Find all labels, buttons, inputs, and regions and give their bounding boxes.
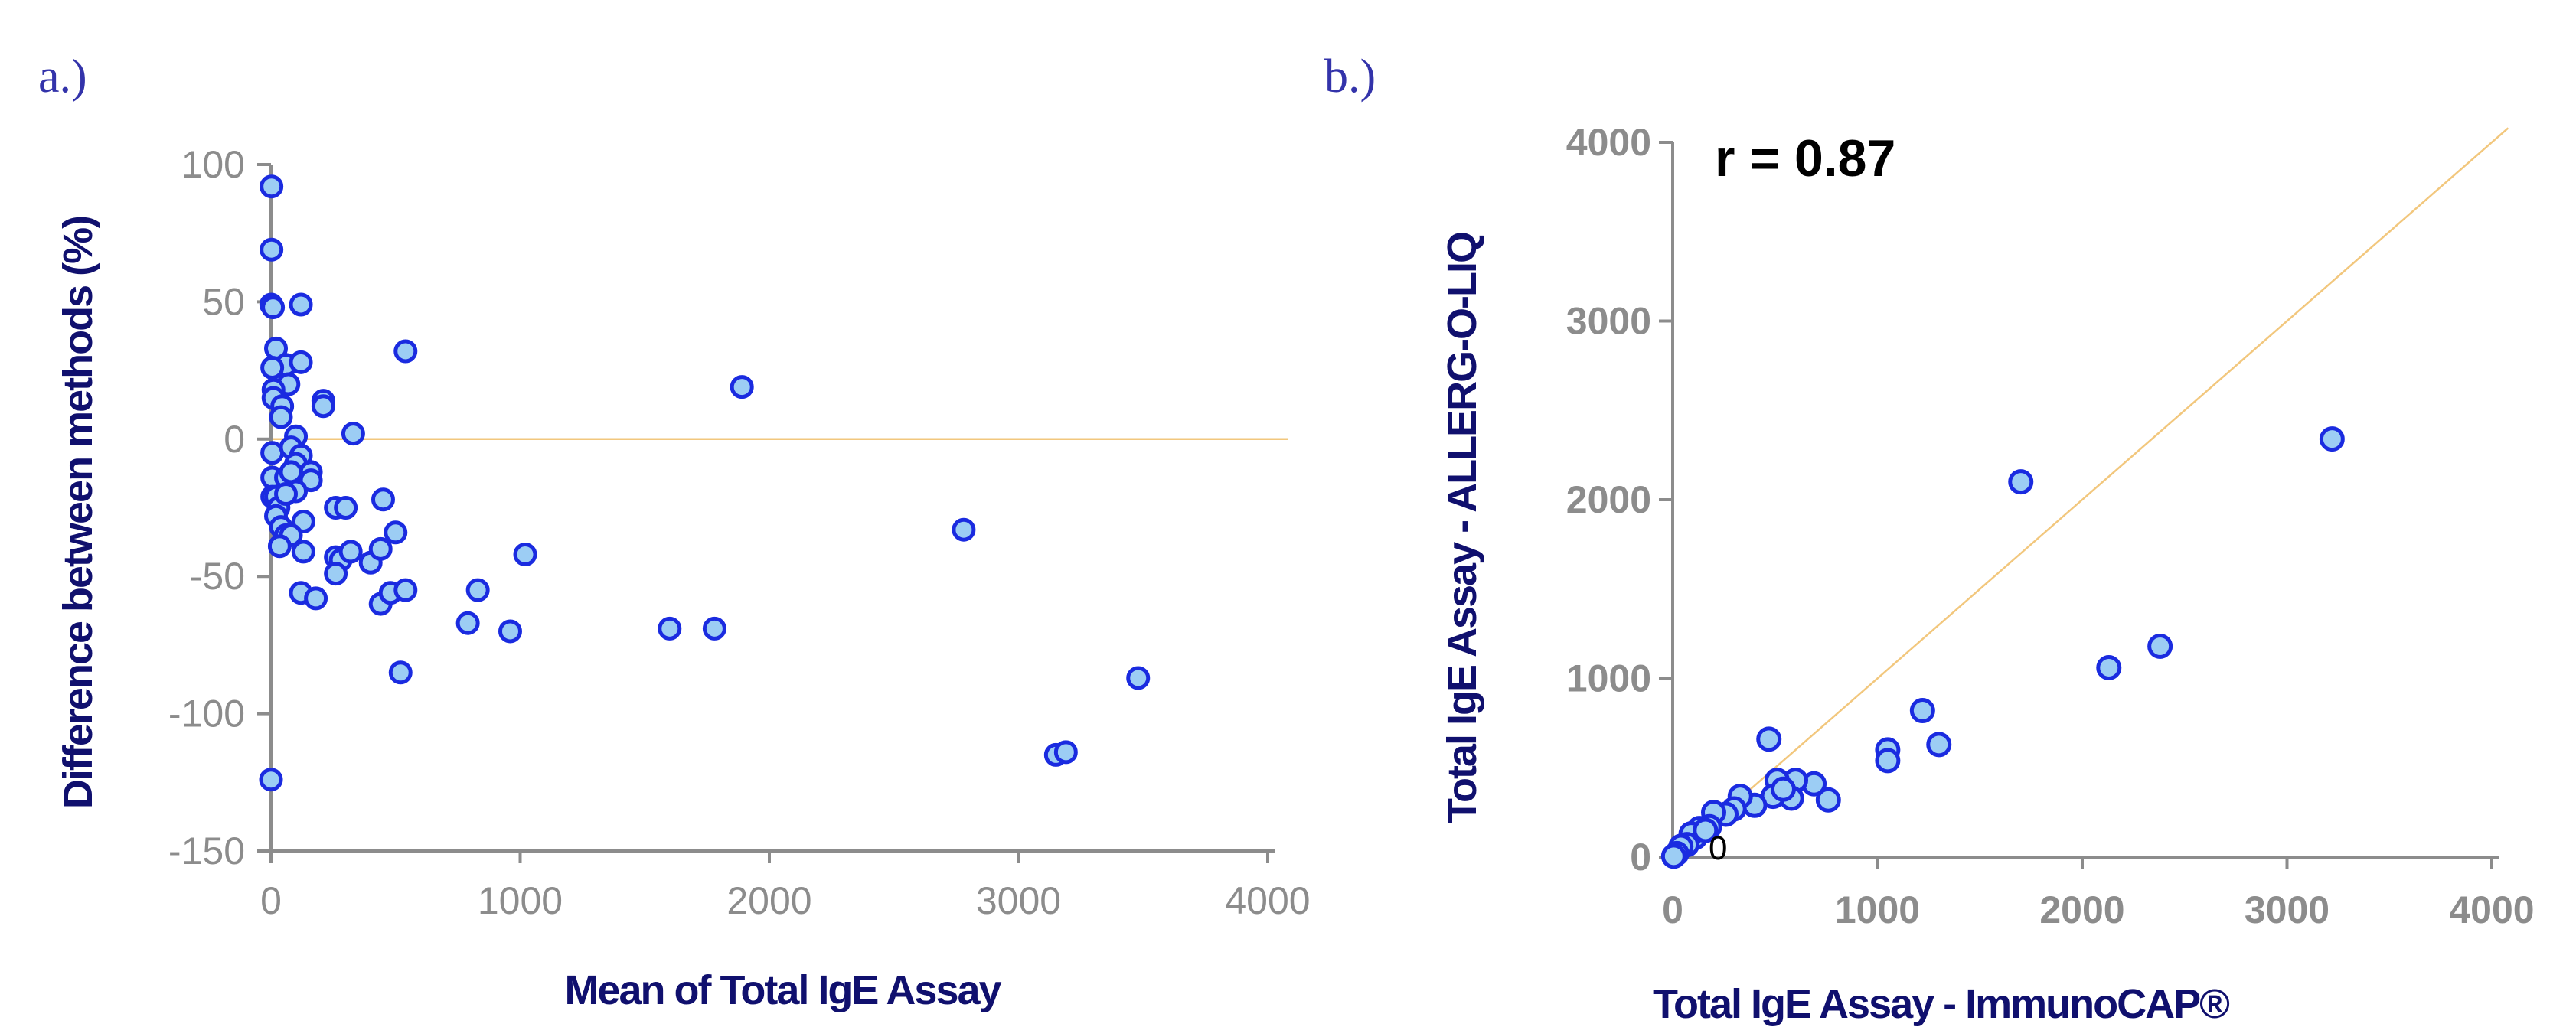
data-point — [334, 496, 358, 520]
y-axis-title: Total IgE Assay - ALLERG-O-LIQ — [1439, 233, 1485, 823]
x-tick-label: 2000 — [2039, 888, 2124, 931]
data-point — [259, 768, 283, 792]
data-point — [260, 174, 284, 199]
x-tick-label: 0 — [1662, 888, 1683, 931]
y-tick-label: 0 — [224, 418, 245, 461]
data-point — [338, 540, 363, 564]
x-tick-label: 1000 — [478, 879, 563, 922]
y-tick-label: 2000 — [1566, 478, 1651, 521]
x-axis-ticks: 0 1000 2000 3000 4000 — [260, 851, 1311, 922]
data-point — [324, 562, 348, 586]
data-point — [730, 375, 754, 399]
data-point — [388, 660, 413, 685]
data-point — [267, 534, 292, 559]
y-tick-label: -100 — [168, 693, 245, 735]
data-point — [513, 542, 537, 566]
data-point — [1926, 732, 1952, 758]
y-tick-label: -50 — [190, 555, 245, 598]
data-point — [465, 578, 490, 602]
data-point — [371, 487, 395, 512]
y-tick-label: 100 — [181, 143, 245, 186]
y-tick-label: 50 — [202, 280, 245, 323]
data-point — [498, 619, 522, 644]
data-point — [341, 422, 365, 446]
data-point — [368, 536, 393, 561]
data-point — [702, 616, 726, 641]
data-point — [1909, 698, 1935, 724]
data-point — [1875, 748, 1901, 774]
x-tick-label: 0 — [260, 879, 282, 922]
data-point — [455, 611, 480, 635]
panel-a-label: a.) — [38, 51, 87, 103]
identity-reference-line — [1672, 127, 2509, 858]
data-point — [304, 586, 328, 611]
data-point — [279, 460, 303, 484]
data-point — [260, 356, 285, 380]
x-tick-label: 4000 — [1225, 879, 1310, 922]
data-point — [1815, 787, 1841, 813]
data-point — [1693, 817, 1719, 843]
y-axis-ticks: 100 50 0 -50 -100 -150 — [168, 143, 271, 872]
data-point — [2147, 633, 2173, 659]
data-point — [1126, 666, 1151, 690]
data-point — [384, 520, 408, 545]
y-tick-label: 1000 — [1566, 657, 1651, 700]
x-tick-label: 2000 — [726, 879, 811, 922]
data-point — [1053, 740, 1078, 765]
y-axis-ticks: 4000 3000 2000 1000 0 — [1566, 121, 1673, 879]
y-tick-label: 4000 — [1566, 121, 1651, 164]
data-point — [1660, 843, 1686, 869]
y-tick-label: 3000 — [1566, 300, 1651, 343]
data-point — [1770, 776, 1796, 802]
x-tick-label: 1000 — [1835, 888, 1920, 931]
data-point — [289, 292, 313, 317]
y-tick-label: 0 — [1630, 836, 1651, 879]
x-axis-ticks: 0 1000 2000 3000 4000 — [1662, 857, 2535, 931]
data-points — [1660, 426, 2345, 869]
data-point — [2319, 426, 2345, 452]
data-point — [2008, 469, 2034, 495]
data-point — [393, 578, 418, 602]
x-axis-title: Mean of Total IgE Assay — [564, 967, 1001, 1013]
data-point — [952, 517, 976, 542]
y-tick-label: -150 — [168, 830, 245, 872]
data-point — [274, 482, 299, 507]
origin-label: 0 — [1709, 830, 1727, 867]
y-axis-title: Difference between methods (%) — [55, 217, 101, 809]
x-tick-label: 3000 — [2245, 888, 2330, 931]
data-point — [261, 295, 286, 320]
data-point — [269, 405, 293, 429]
x-axis-title: Total IgE Assay - ImmunoCAP® — [1653, 981, 2229, 1027]
data-point — [658, 616, 682, 641]
data-point — [393, 339, 418, 364]
data-point — [289, 350, 313, 374]
correlation-annotation: r = 0.87 — [1715, 129, 1895, 187]
x-tick-label: 4000 — [2449, 888, 2534, 931]
data-points — [259, 174, 1151, 792]
data-point — [260, 237, 284, 262]
data-point — [291, 540, 315, 564]
data-point — [1756, 726, 1782, 752]
x-tick-label: 3000 — [976, 879, 1061, 922]
data-point — [311, 394, 335, 419]
data-point — [2096, 654, 2122, 680]
panel-b-label: b.) — [1324, 51, 1376, 103]
